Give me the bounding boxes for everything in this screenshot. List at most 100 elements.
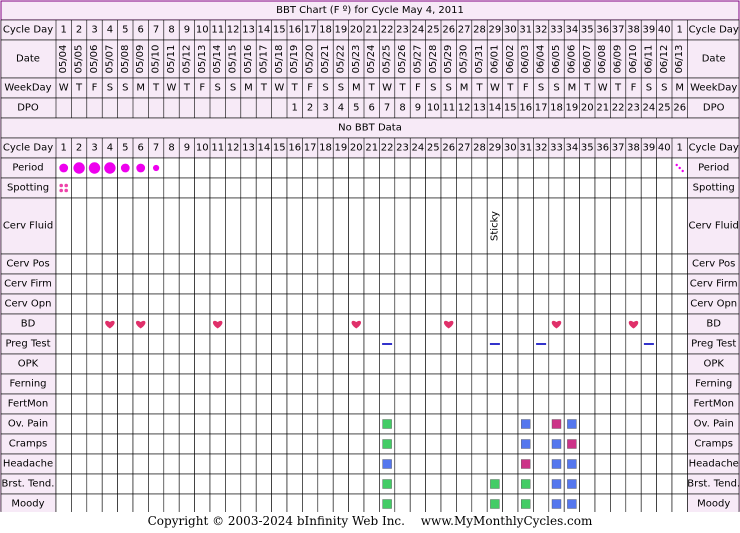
opk-cell [517, 353, 534, 375]
brst_tend-cell [471, 473, 488, 495]
date-value: 05/05 [74, 45, 85, 74]
cramps-cell [471, 433, 488, 455]
moody-cell [425, 493, 442, 512]
cycle-day-value-2: 13 [242, 143, 255, 154]
bd-cell [332, 313, 349, 335]
cramps-cell [194, 433, 211, 455]
moody-cell [579, 493, 596, 512]
brst_tend-cell [255, 473, 272, 495]
date-value: 05/13 [197, 45, 208, 74]
ferning-cell [409, 373, 426, 395]
cerv_opn-cell [533, 293, 550, 315]
date-value: 06/07 [582, 45, 593, 74]
ov_pain-cell [348, 413, 365, 435]
date-row [0, 39, 740, 79]
spotting-cell [425, 177, 442, 199]
ferning-cell [625, 373, 642, 395]
bd-cell [486, 313, 503, 335]
moody-cell [286, 493, 303, 512]
weekday-value: F [92, 83, 98, 94]
ferning-cell [456, 373, 473, 395]
site-link[interactable]: www.MyMonthlyCycles.com [420, 514, 593, 528]
fertmon-cell [563, 393, 580, 415]
period-cell [456, 157, 473, 179]
brst_tend-cell [363, 473, 380, 495]
fertmon-cell [286, 393, 303, 415]
cerv_fluid-cell [163, 197, 180, 255]
cerv_pos-cell [225, 253, 242, 275]
headache-symptom-mark [521, 459, 531, 469]
moody-cell [332, 493, 349, 512]
headache-cell [163, 453, 180, 475]
brst_tend-cell [502, 473, 519, 495]
cerv_fluid-cell [610, 197, 627, 255]
period-cell [409, 157, 426, 179]
weekday-value: W [598, 83, 608, 94]
cerv_pos-cell [286, 253, 303, 275]
cerv_opn-cell [86, 293, 103, 315]
ov_pain-cell [579, 413, 596, 435]
cerv_opn-cell [502, 293, 519, 315]
cerv_opn-cell [379, 293, 396, 315]
period-cell [317, 157, 334, 179]
cycle-day-value-2: 19 [335, 143, 348, 154]
cerv_fluid-cell [456, 197, 473, 255]
ferning-cell [610, 373, 627, 395]
cerv_fluid-cell [363, 197, 380, 255]
opk-cell [594, 353, 611, 375]
preg_test-label-right: Preg Test [691, 339, 736, 350]
cerv_pos-label-right: Cerv Pos [692, 259, 735, 270]
opk-cell [579, 353, 596, 375]
weekday-value: T [152, 83, 160, 94]
cycle_day-value: 29 [489, 25, 502, 36]
cerv_opn-cell [579, 293, 596, 315]
cerv_firm-cell [194, 273, 211, 295]
cerv_pos-cell [563, 253, 580, 275]
cycle-day-value-2: 5 [122, 143, 128, 154]
date-value: 06/04 [536, 45, 547, 74]
bd-cell [517, 313, 534, 335]
date-value: 05/10 [151, 45, 162, 74]
opk-cell [409, 353, 426, 375]
moody-cell [240, 493, 257, 512]
ov_pain-cell [71, 413, 88, 435]
weekday-value: M [352, 83, 361, 94]
ov_pain-cell [656, 413, 673, 435]
brst_tend-cell [178, 473, 195, 495]
fertmon-cell [209, 393, 226, 415]
cerv_pos-cell [548, 253, 565, 275]
ferning-label-left: Ferning [9, 379, 46, 390]
date-value: 06/08 [597, 45, 608, 74]
cycle-day-value-2: 23 [396, 143, 409, 154]
spotting-cell [533, 177, 550, 199]
moody-cell [656, 493, 673, 512]
cerv_pos-cell [194, 253, 211, 275]
bd-cell [286, 313, 303, 335]
dpo-value: 22 [612, 103, 625, 114]
cerv_firm-cell [548, 273, 565, 295]
bd-heart-icon [135, 320, 146, 329]
date-value: 06/01 [489, 45, 500, 74]
brst_tend-symptom-mark [521, 479, 531, 489]
preg_test-cell [225, 333, 242, 355]
preg_test-cell [117, 333, 134, 355]
spotting-dot [64, 188, 68, 193]
cerv_firm-cell [394, 273, 411, 295]
cycle-day-value-2: 9 [184, 143, 190, 154]
brst_tend-symptom-mark [382, 479, 392, 489]
cerv_fluid-cell [640, 197, 657, 255]
bd-cell [240, 313, 257, 335]
period-cell [640, 157, 657, 179]
cycle-day-value-2: 21 [365, 143, 378, 154]
ferning-cell [563, 373, 580, 395]
moody-label-right: Moody [697, 499, 730, 510]
ferning-cell [502, 373, 519, 395]
ferning-cell [302, 373, 319, 395]
cerv_firm-cell [240, 273, 257, 295]
spotting-cell [163, 177, 180, 199]
headache-cell [579, 453, 596, 475]
ov_pain-cell [255, 413, 272, 435]
cerv_firm-cell [302, 273, 319, 295]
cerv_opn-cell [640, 293, 657, 315]
brst_tend-cell [456, 473, 473, 495]
